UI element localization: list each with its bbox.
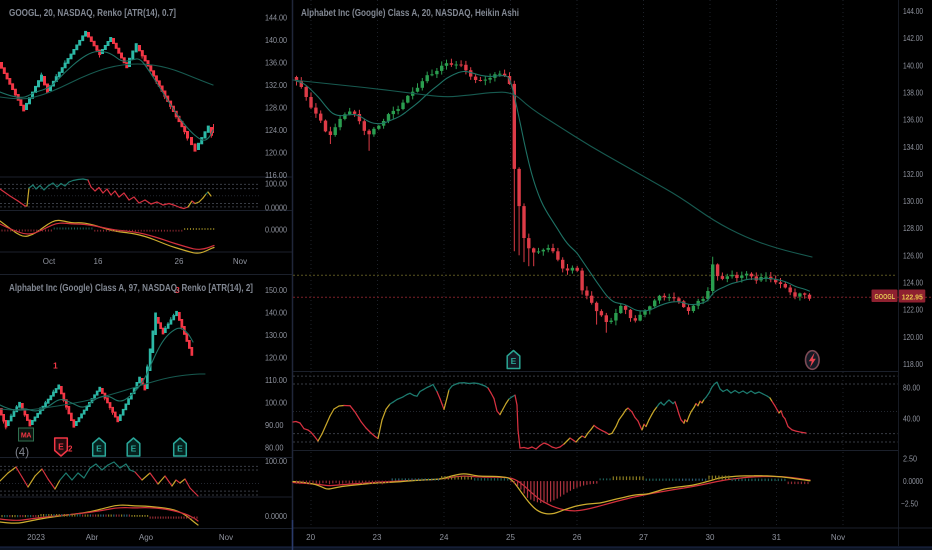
- svg-text:134.00: 134.00: [903, 142, 923, 152]
- svg-text:Alphabet Inc (Google) Class A,: Alphabet Inc (Google) Class A, 20, NASDA…: [301, 8, 519, 19]
- svg-text:26: 26: [175, 257, 184, 266]
- svg-text:27: 27: [639, 533, 648, 542]
- svg-text:16: 16: [94, 257, 103, 266]
- svg-text:126.00: 126.00: [903, 250, 923, 260]
- svg-text:E: E: [131, 444, 137, 454]
- svg-text:142.00: 142.00: [903, 33, 923, 43]
- svg-text:0.0000: 0.0000: [265, 203, 287, 213]
- svg-text:124.00: 124.00: [903, 278, 923, 288]
- svg-text:2.50: 2.50: [903, 454, 917, 464]
- svg-text:E: E: [96, 444, 102, 454]
- svg-text:Ago: Ago: [139, 533, 154, 542]
- svg-text:136.00: 136.00: [903, 115, 923, 125]
- svg-text:25: 25: [506, 533, 515, 542]
- svg-text:120.00: 120.00: [903, 332, 923, 342]
- svg-text:E: E: [511, 356, 517, 366]
- svg-text:2: 2: [68, 445, 73, 454]
- svg-text:144.00: 144.00: [903, 6, 923, 16]
- svg-text:122.00: 122.00: [903, 305, 923, 315]
- svg-text:132.00: 132.00: [903, 169, 923, 179]
- svg-text:132.00: 132.00: [265, 80, 287, 90]
- svg-text:−2.50: −2.50: [901, 499, 918, 509]
- svg-text:2023: 2023: [27, 533, 45, 542]
- svg-text:Alphabet Inc (Google) Class A,: Alphabet Inc (Google) Class A, 97, NASDA…: [9, 283, 253, 294]
- svg-text:90.00: 90.00: [265, 420, 284, 430]
- svg-text:150.00: 150.00: [265, 285, 287, 295]
- svg-text:23: 23: [373, 533, 382, 542]
- svg-text:Abr: Abr: [86, 533, 99, 542]
- svg-text:0.0000: 0.0000: [903, 476, 923, 486]
- svg-text:Nov: Nov: [219, 533, 233, 542]
- svg-text:E: E: [177, 444, 183, 454]
- svg-text:138.00: 138.00: [903, 87, 923, 97]
- svg-text:100.00: 100.00: [265, 397, 287, 407]
- svg-text:130.00: 130.00: [265, 330, 287, 340]
- svg-text:40.00: 40.00: [903, 414, 920, 424]
- svg-text:31: 31: [772, 533, 781, 542]
- svg-text:128.00: 128.00: [903, 223, 923, 233]
- svg-text:140.00: 140.00: [265, 35, 287, 45]
- svg-text:136.00: 136.00: [265, 58, 287, 68]
- svg-text:120.00: 120.00: [265, 148, 287, 158]
- svg-text:116.00: 116.00: [265, 170, 287, 180]
- svg-text:128.00: 128.00: [265, 103, 287, 113]
- svg-text:24: 24: [440, 533, 449, 542]
- svg-text:GOOGL: GOOGL: [875, 294, 896, 301]
- svg-text:GOOGL, 20, NASDAQ, Renko [ATR(: GOOGL, 20, NASDAQ, Renko [ATR(14), 0.7]: [9, 8, 176, 19]
- svg-text:3: 3: [175, 285, 180, 295]
- svg-text:80.00: 80.00: [265, 442, 284, 452]
- svg-text:122.95: 122.95: [902, 292, 923, 301]
- svg-text:124.00: 124.00: [265, 125, 287, 135]
- svg-text:130.00: 130.00: [903, 196, 923, 206]
- svg-text:Nov: Nov: [233, 257, 247, 266]
- svg-text:100.00: 100.00: [265, 456, 287, 466]
- svg-text:Nov: Nov: [831, 533, 845, 542]
- svg-text:30: 30: [706, 533, 715, 542]
- svg-text:0.0000: 0.0000: [265, 511, 287, 521]
- svg-text:26: 26: [573, 533, 582, 542]
- svg-text:E: E: [58, 442, 64, 452]
- svg-text:0.0000: 0.0000: [265, 225, 287, 235]
- svg-text:140.00: 140.00: [903, 60, 923, 70]
- svg-text:(4): (4): [15, 447, 29, 459]
- svg-text:110.00: 110.00: [265, 375, 287, 385]
- svg-text:118.00: 118.00: [903, 359, 923, 369]
- svg-text:140.00: 140.00: [265, 308, 287, 318]
- svg-text:144.00: 144.00: [265, 13, 287, 23]
- svg-text:MA: MA: [21, 433, 32, 440]
- svg-text:100.00: 100.00: [265, 178, 287, 188]
- svg-text:Oct: Oct: [43, 257, 56, 266]
- svg-text:120.00: 120.00: [265, 353, 287, 363]
- svg-text:1: 1: [53, 361, 58, 371]
- svg-text:80.00: 80.00: [903, 383, 920, 393]
- svg-text:20: 20: [306, 533, 315, 542]
